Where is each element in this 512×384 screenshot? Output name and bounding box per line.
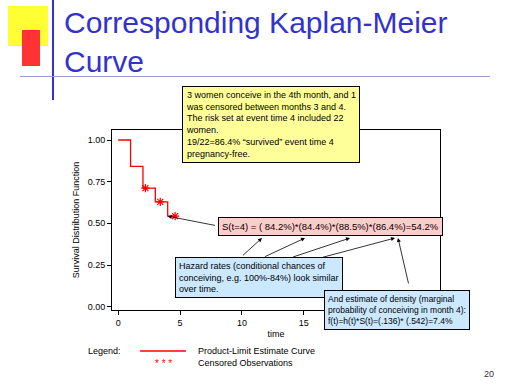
svg-text:Product-Limit Estimate Curve: Product-Limit Estimate Curve	[198, 346, 315, 356]
svg-text:Hazard rates (conditional chan: Hazard rates (conditional chances ofconc…	[179, 261, 339, 294]
svg-text:1.00: 1.00	[88, 135, 106, 145]
svg-text:10: 10	[237, 318, 247, 328]
svg-text:3 women conceive in the 4th mo: 3 women conceive in the 4th month, and 1…	[186, 90, 356, 159]
svg-text:0.25: 0.25	[88, 260, 106, 270]
svg-text:Corresponding Kaplan-MeierCurv: Corresponding Kaplan-MeierCurve	[64, 6, 448, 78]
svg-text:Censored Observations: Censored Observations	[198, 358, 293, 368]
svg-text:Survival Distribution Function: Survival Distribution Function	[71, 162, 81, 279]
svg-text:20: 20	[484, 369, 494, 379]
svg-text:0: 0	[116, 318, 121, 328]
svg-text:time: time	[267, 329, 284, 339]
svg-text:S(t=4) = ( 84.2%)*(84.4%)*(88.: S(t=4) = ( 84.2%)*(84.4%)*(88.5%)*(86.4%…	[222, 221, 439, 232]
svg-text:0.00: 0.00	[88, 302, 106, 312]
svg-text:Legend:: Legend:	[88, 346, 121, 356]
svg-text:And estimate of density (margi: And estimate of density (marginalprobabi…	[328, 294, 466, 326]
svg-text:0.75: 0.75	[88, 177, 106, 187]
svg-text:* * *: * * *	[155, 358, 172, 369]
svg-text:0.50: 0.50	[88, 218, 106, 228]
svg-text:15: 15	[299, 318, 309, 328]
svg-text:5: 5	[178, 318, 183, 328]
